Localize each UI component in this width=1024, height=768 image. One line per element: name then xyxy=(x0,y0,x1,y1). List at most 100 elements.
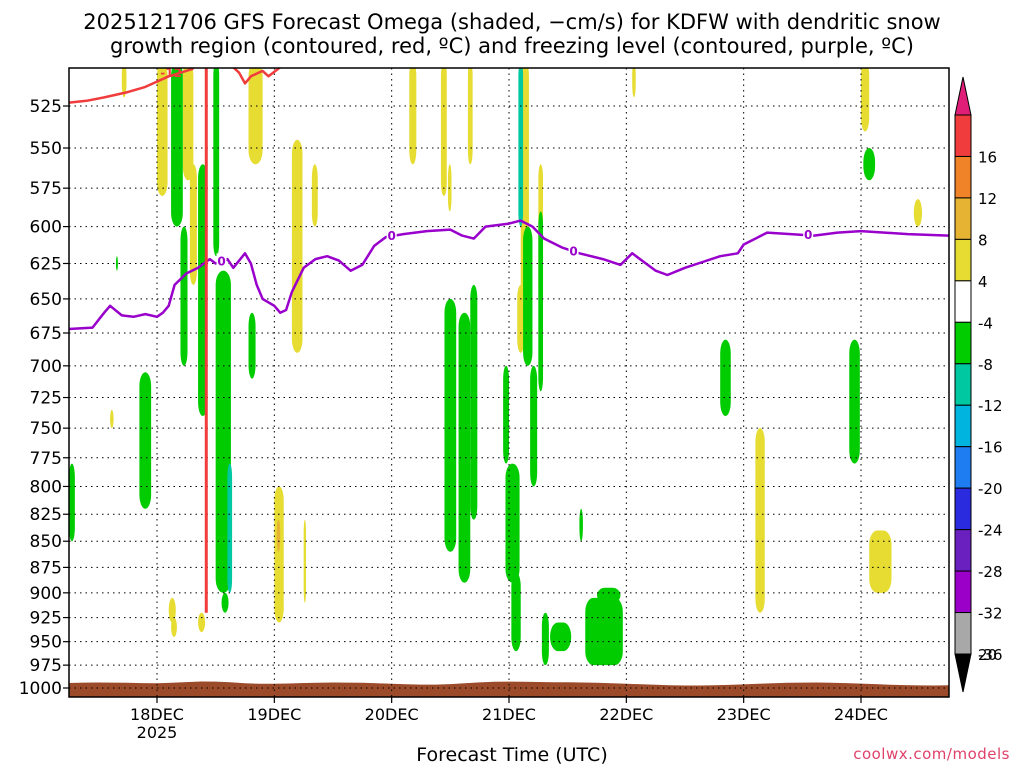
y-tick-label: 650 xyxy=(30,290,62,310)
y-tick-label: 725 xyxy=(30,389,62,409)
omega-region xyxy=(470,284,478,520)
freezing-level-label: 0 xyxy=(804,228,812,242)
credit-link[interactable]: coolwx.com/models xyxy=(853,745,1010,763)
y-tick-label: 550 xyxy=(30,139,62,159)
colorbar-label: -16 xyxy=(978,439,1003,457)
colorbar-label: 16 xyxy=(978,148,997,166)
colorbar-bin xyxy=(954,238,972,282)
omega-region xyxy=(530,365,538,487)
colorbar-bin xyxy=(954,404,972,448)
freezing-level-label: 0 xyxy=(569,244,577,258)
omega-region xyxy=(585,597,623,666)
colorbar-bin xyxy=(954,529,972,572)
y-axis: 525 550 575 600 625 650 675 700 725 750 775 800 825 8… xyxy=(19,97,69,699)
omega-region xyxy=(171,617,177,637)
omega-region xyxy=(121,68,127,98)
omega-region xyxy=(913,199,923,227)
x-tick-label: 18DEC xyxy=(130,705,184,724)
y-tick-label: 775 xyxy=(30,449,62,469)
colorbar-label: -12 xyxy=(978,397,1003,415)
omega-region xyxy=(720,339,731,417)
omega-region xyxy=(198,612,206,633)
x-tick-label: 20DEC xyxy=(365,705,419,724)
freezing-level-label: 0 xyxy=(217,254,225,268)
dgz-contour-label: -12 xyxy=(160,66,182,80)
omega-region xyxy=(579,508,583,542)
omega-region xyxy=(291,139,303,353)
colorbar-label: -8 xyxy=(978,356,993,374)
colorbar-bin xyxy=(954,280,972,323)
y-tick-label: 525 xyxy=(30,97,62,117)
omega-region xyxy=(276,519,281,552)
omega-region xyxy=(467,68,473,165)
x-axis-label: Forecast Time (UTC) xyxy=(416,744,608,766)
y-tick-label: 875 xyxy=(30,558,62,578)
omega-region xyxy=(409,68,417,165)
omega-region xyxy=(541,612,549,666)
freezing-level-contour xyxy=(69,219,949,331)
omega-region xyxy=(444,298,457,552)
omega-region xyxy=(303,519,307,603)
omega-region xyxy=(849,339,860,464)
x-tick-sublabel: 2025 xyxy=(137,723,178,742)
colorbar-bin xyxy=(954,446,972,489)
y-tick-label: 600 xyxy=(30,218,62,238)
colorbar-min-triangle xyxy=(954,653,972,693)
terrain-surface xyxy=(69,681,949,697)
colorbar-label: 12 xyxy=(978,190,997,208)
y-tick-label: 950 xyxy=(30,633,62,653)
omega-region xyxy=(503,365,509,464)
y-tick-label: 625 xyxy=(30,254,62,274)
omega-region xyxy=(227,463,233,593)
omega-region xyxy=(458,312,471,583)
colorbar-max-triangle xyxy=(954,76,972,116)
contour-label-bg xyxy=(216,253,227,268)
colorbar-label: -4 xyxy=(978,314,993,332)
colorbar-bin xyxy=(954,363,972,406)
y-tick-label: 1000 xyxy=(19,679,62,699)
y-tick-label: 575 xyxy=(30,179,62,199)
y-tick-label: 925 xyxy=(30,609,62,629)
x-tick-label: 19DEC xyxy=(247,705,301,724)
omega-region xyxy=(632,68,636,98)
omega-region xyxy=(189,164,197,285)
y-tick-label: 825 xyxy=(30,505,62,525)
colorbar-bin xyxy=(954,155,972,199)
dgz-contour xyxy=(69,68,282,104)
contours: 0 0 0 0 -12 xyxy=(69,66,949,613)
colorbar-bin xyxy=(954,570,972,614)
omega-region xyxy=(110,409,114,429)
omega-region xyxy=(157,68,168,196)
omega-region xyxy=(550,622,572,652)
y-tick-label: 975 xyxy=(30,656,62,676)
y-tick-label: 850 xyxy=(30,532,62,552)
colorbar-label: 8 xyxy=(978,231,988,249)
colorbar-label: -28 xyxy=(978,563,1003,581)
x-tick-label: 24DEC xyxy=(834,705,888,724)
freezing-level-label: 0 xyxy=(387,229,395,243)
omega-region xyxy=(869,530,892,593)
omega-region xyxy=(518,68,524,227)
colorbar-bin xyxy=(954,612,972,655)
omega-region xyxy=(215,270,231,593)
omega-region xyxy=(538,211,544,392)
omega-region xyxy=(311,164,318,227)
chart-title-line1: 2025121706 GFS Forecast Omega (shaded, −… xyxy=(83,10,941,34)
y-tick-label: 750 xyxy=(30,419,62,439)
ground-band xyxy=(69,681,949,697)
contour-label-bg xyxy=(803,227,814,242)
x-tick-label: 23DEC xyxy=(717,705,771,724)
colorbar-label: -32 xyxy=(978,605,1003,623)
omega-region xyxy=(171,68,183,227)
omega-region xyxy=(180,226,188,366)
colorbar-legend: 20 16 12 8 4 -4 -8 -12 -16 -20 -24 -28 -32 -36 xyxy=(954,76,1003,693)
omega-region xyxy=(115,256,118,271)
omega-region xyxy=(139,372,152,509)
omega-region xyxy=(274,486,284,623)
omega-region xyxy=(511,572,521,652)
colorbar-bin xyxy=(954,197,972,240)
y-tick-label: 675 xyxy=(30,324,62,344)
x-tick-label: 21DEC xyxy=(482,705,536,724)
